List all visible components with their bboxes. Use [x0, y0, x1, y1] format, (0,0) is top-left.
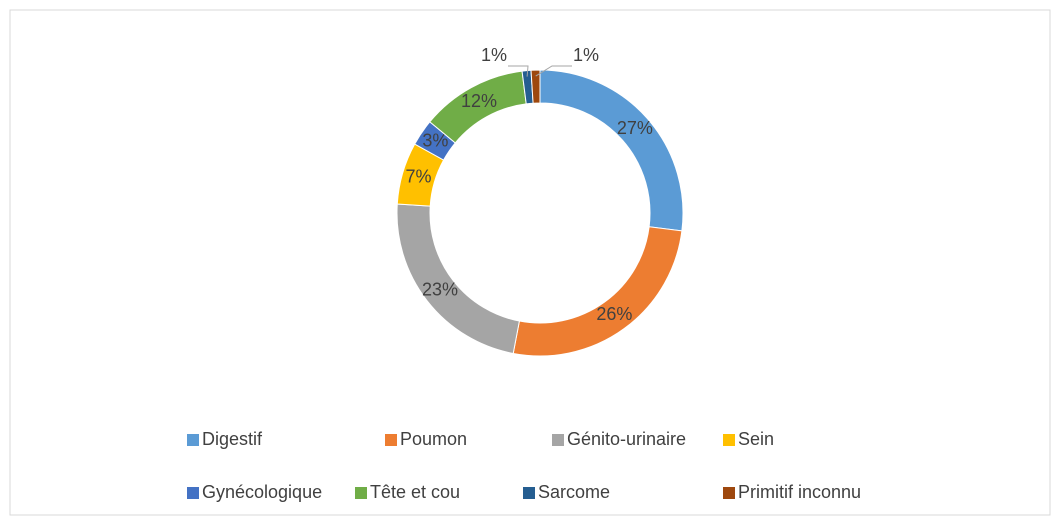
legend-swatch: [187, 434, 199, 446]
data-label: 1%: [573, 45, 599, 65]
legend-label: Primitif inconnu: [738, 482, 861, 502]
legend-label: Sein: [738, 429, 774, 449]
legend-label: Tête et cou: [370, 482, 460, 502]
leader-line: [508, 65, 529, 77]
data-label: 27%: [617, 118, 653, 138]
legend-swatch: [355, 487, 367, 499]
donut-segment: [530, 69, 541, 104]
legend-label: Sarcome: [538, 482, 610, 502]
data-label: 26%: [596, 304, 632, 324]
legend-label: Digestif: [202, 429, 263, 449]
legend-label: Génito-urinaire: [567, 429, 686, 449]
data-label: 1%: [481, 45, 507, 65]
legend-swatch: [552, 434, 564, 446]
data-label: 23%: [422, 279, 458, 299]
legend-swatch: [723, 487, 735, 499]
legend-swatch: [187, 487, 199, 499]
legend-swatch: [723, 434, 735, 446]
legend-swatch: [385, 434, 397, 446]
leader-line: [535, 65, 572, 77]
data-label: 7%: [406, 166, 432, 186]
legend-label: Poumon: [400, 429, 467, 449]
data-label: 3%: [422, 131, 448, 151]
legend-swatch: [523, 487, 535, 499]
legend-label: Gynécologique: [202, 482, 322, 502]
data-label: 12%: [461, 91, 497, 111]
